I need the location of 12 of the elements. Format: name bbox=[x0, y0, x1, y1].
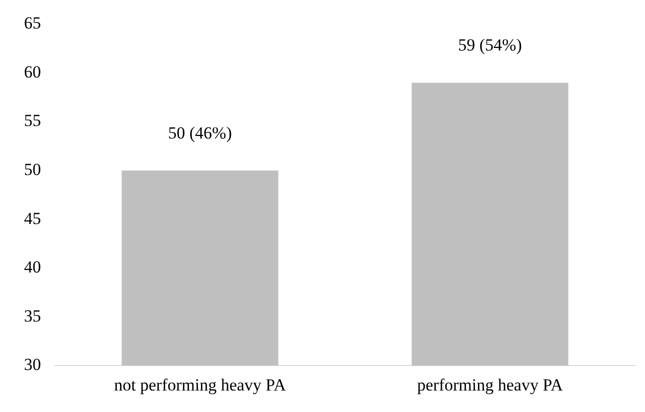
y-tick-label: 50 bbox=[24, 160, 41, 179]
y-tick-label: 30 bbox=[24, 355, 41, 374]
y-tick-label: 35 bbox=[24, 306, 41, 326]
y-tick-label: 65 bbox=[24, 14, 41, 33]
x-tick-label: not performing heavy PA bbox=[114, 375, 287, 394]
y-tick-label: 55 bbox=[24, 111, 41, 130]
data-label: 59 (54%) bbox=[458, 36, 522, 55]
x-tick-label: performing heavy PA bbox=[417, 375, 564, 394]
y-tick-label: 45 bbox=[24, 208, 41, 228]
y-tick-label: 40 bbox=[24, 258, 41, 277]
y-tick-label: 60 bbox=[24, 62, 41, 82]
data-label: 50 (46%) bbox=[168, 123, 232, 142]
